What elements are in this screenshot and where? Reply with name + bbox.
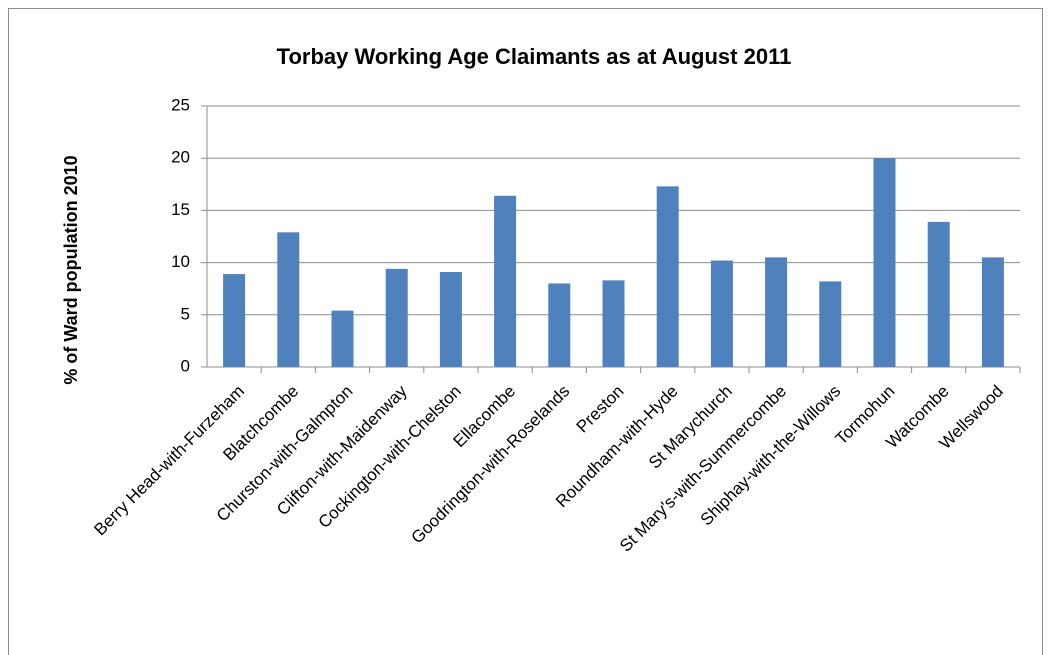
y-tick-label: 20: [171, 148, 190, 167]
y-tick-label: 10: [171, 252, 190, 271]
bar: [602, 280, 625, 367]
y-axis-label: % of Ward population 2010: [61, 155, 81, 384]
bar: [927, 221, 950, 367]
chart-border: [8, 8, 1043, 655]
y-tick-label: 25: [171, 95, 190, 114]
bar: [439, 271, 462, 367]
bar: [873, 158, 896, 367]
y-tick-label: 5: [181, 304, 190, 323]
x-tick-label: Preston: [573, 382, 628, 437]
bar: [494, 195, 517, 367]
bar: [710, 260, 733, 367]
bar: [981, 257, 1004, 367]
bar: [656, 186, 679, 367]
bar: [223, 274, 246, 367]
y-tick-label: 0: [181, 356, 190, 375]
bar: [277, 232, 300, 367]
bar: [385, 268, 408, 367]
bar: [548, 283, 571, 367]
chart-title: Torbay Working Age Claimants as at Augus…: [277, 44, 792, 69]
y-tick-label: 15: [171, 200, 190, 219]
bar: [331, 310, 354, 367]
bar: [819, 281, 842, 367]
bar: [765, 257, 788, 367]
